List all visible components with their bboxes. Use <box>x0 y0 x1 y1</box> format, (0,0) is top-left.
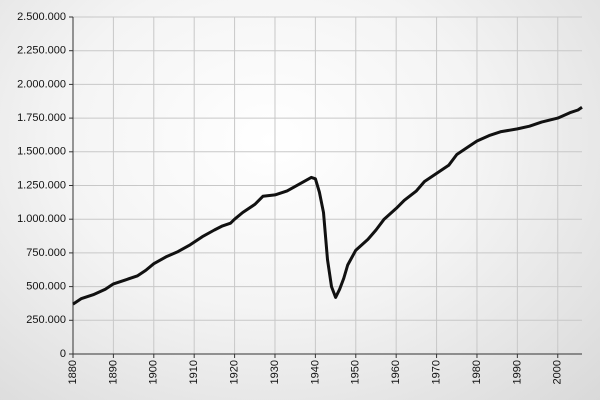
x-tick-label: 1910 <box>188 360 200 384</box>
x-tick-label: 1930 <box>269 360 281 384</box>
x-tick-label: 1920 <box>228 360 240 384</box>
x-tick-label: 1950 <box>350 360 362 384</box>
y-tick-label: 1.000.000 <box>17 213 66 225</box>
x-tick-label: 1890 <box>107 360 119 384</box>
x-tick-label: 1980 <box>471 360 483 384</box>
y-tick-label: 0 <box>60 348 66 360</box>
x-tick-label: 1900 <box>148 360 160 384</box>
y-tick-label: 750.000 <box>26 247 66 259</box>
y-tick-label: 250.000 <box>26 314 66 326</box>
y-tick-label: 2.500.000 <box>17 11 66 23</box>
data-line <box>72 106 583 306</box>
y-tick-label: 2.250.000 <box>17 45 66 57</box>
y-tick-label: 2.000.000 <box>17 78 66 90</box>
y-tick-label: 1.750.000 <box>17 112 66 124</box>
x-tick-label: 1960 <box>390 360 402 384</box>
x-tick-label: 1940 <box>309 360 321 384</box>
x-tick-label: 1990 <box>511 360 523 384</box>
x-tick-label: 1880 <box>67 360 79 384</box>
x-tick-label: 2000 <box>552 360 564 384</box>
y-tick-label: 1.250.000 <box>17 179 66 191</box>
y-tick-label: 1.500.000 <box>17 146 66 158</box>
y-tick-label: 500.000 <box>26 281 66 293</box>
x-tick-label: 1970 <box>430 360 442 384</box>
